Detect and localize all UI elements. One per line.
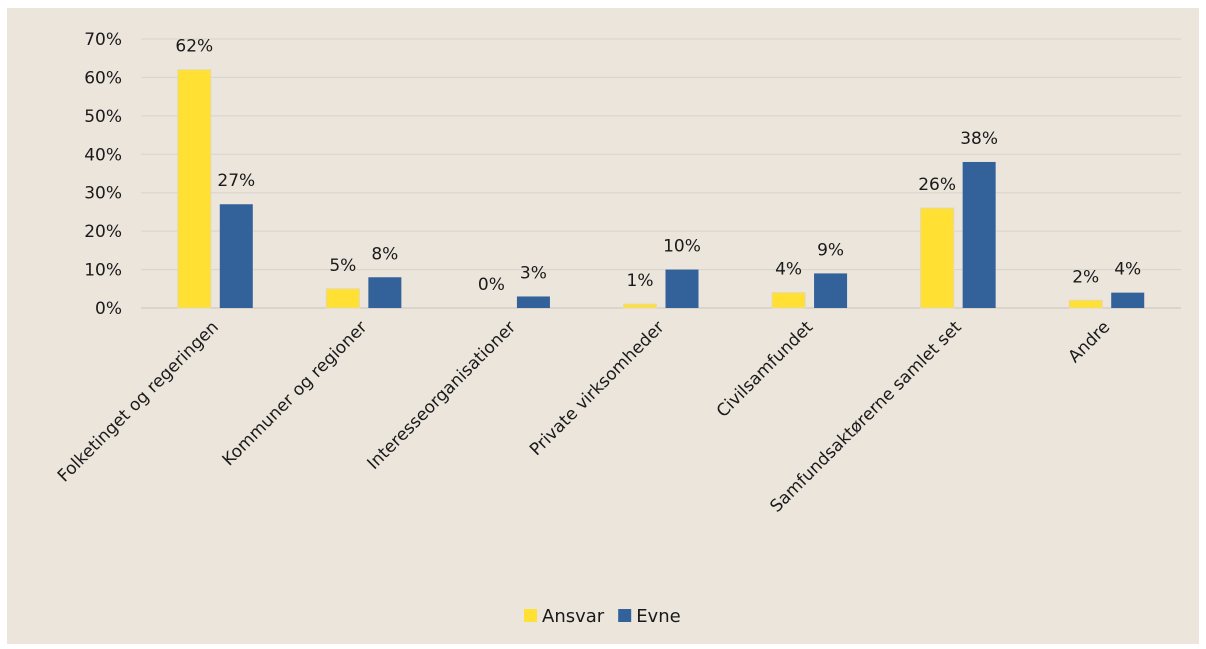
y-tick-label: 60% <box>84 68 122 88</box>
bar-ansvar <box>325 288 360 309</box>
y-tick-label: 40% <box>84 145 122 165</box>
legend-label: Ansvar <box>542 606 605 627</box>
data-label: 3% <box>520 263 547 283</box>
bar-evne <box>219 204 253 308</box>
data-label: 27% <box>217 171 255 191</box>
bar-ansvar <box>623 303 657 309</box>
data-label: 26% <box>918 175 956 195</box>
category-label: Andre <box>1065 317 1115 367</box>
data-label: 8% <box>371 244 398 264</box>
legend-swatch-ansvar <box>524 609 537 622</box>
chart-area: 0% 10% 20% 30% 40% 50% 60% 70% 62% 27% Folketinget… <box>7 8 1199 644</box>
bar-ansvar <box>1068 299 1103 309</box>
bar-evne <box>962 161 996 308</box>
y-tick-label: 10% <box>84 261 122 281</box>
data-label: 4% <box>775 260 802 280</box>
y-tick-label: 30% <box>84 184 122 204</box>
bar-ansvar <box>771 292 806 309</box>
data-label: 5% <box>329 256 356 276</box>
bar-ansvar <box>177 69 212 309</box>
data-label: 62% <box>175 37 213 57</box>
category-label: Kommuner og regioner <box>219 317 372 470</box>
data-label: 4% <box>1114 260 1141 280</box>
legend-swatch-evne <box>618 609 632 622</box>
category-label: Folketinget og regeringen <box>54 317 223 486</box>
legend-label: Evne <box>636 606 681 627</box>
bar-evne <box>1111 292 1145 308</box>
data-label: 9% <box>817 240 844 260</box>
data-label: 38% <box>960 129 998 149</box>
bar-ansvar <box>920 207 955 309</box>
data-label: 2% <box>1072 267 1099 287</box>
bar-chart: 0% 10% 20% 30% 40% 50% 60% 70% 62% 27% Folketinget… <box>54 30 1181 627</box>
y-tick-label: 70% <box>84 30 122 50</box>
data-label: 1% <box>627 271 654 291</box>
bar-evne <box>665 269 699 308</box>
data-label: 10% <box>663 237 701 257</box>
category-label: Interesseorganisationer <box>364 317 520 473</box>
bar-evne <box>814 273 848 308</box>
category-label: Civilsamfundet <box>713 317 817 421</box>
category-label: Private virksomheder <box>526 317 669 460</box>
y-tick-label: 20% <box>84 222 122 242</box>
data-label: 0% <box>478 275 505 295</box>
y-tick-label: 50% <box>84 107 122 127</box>
bar-evne <box>368 277 402 308</box>
bar-evne <box>516 296 550 308</box>
y-tick-label: 0% <box>95 299 122 319</box>
